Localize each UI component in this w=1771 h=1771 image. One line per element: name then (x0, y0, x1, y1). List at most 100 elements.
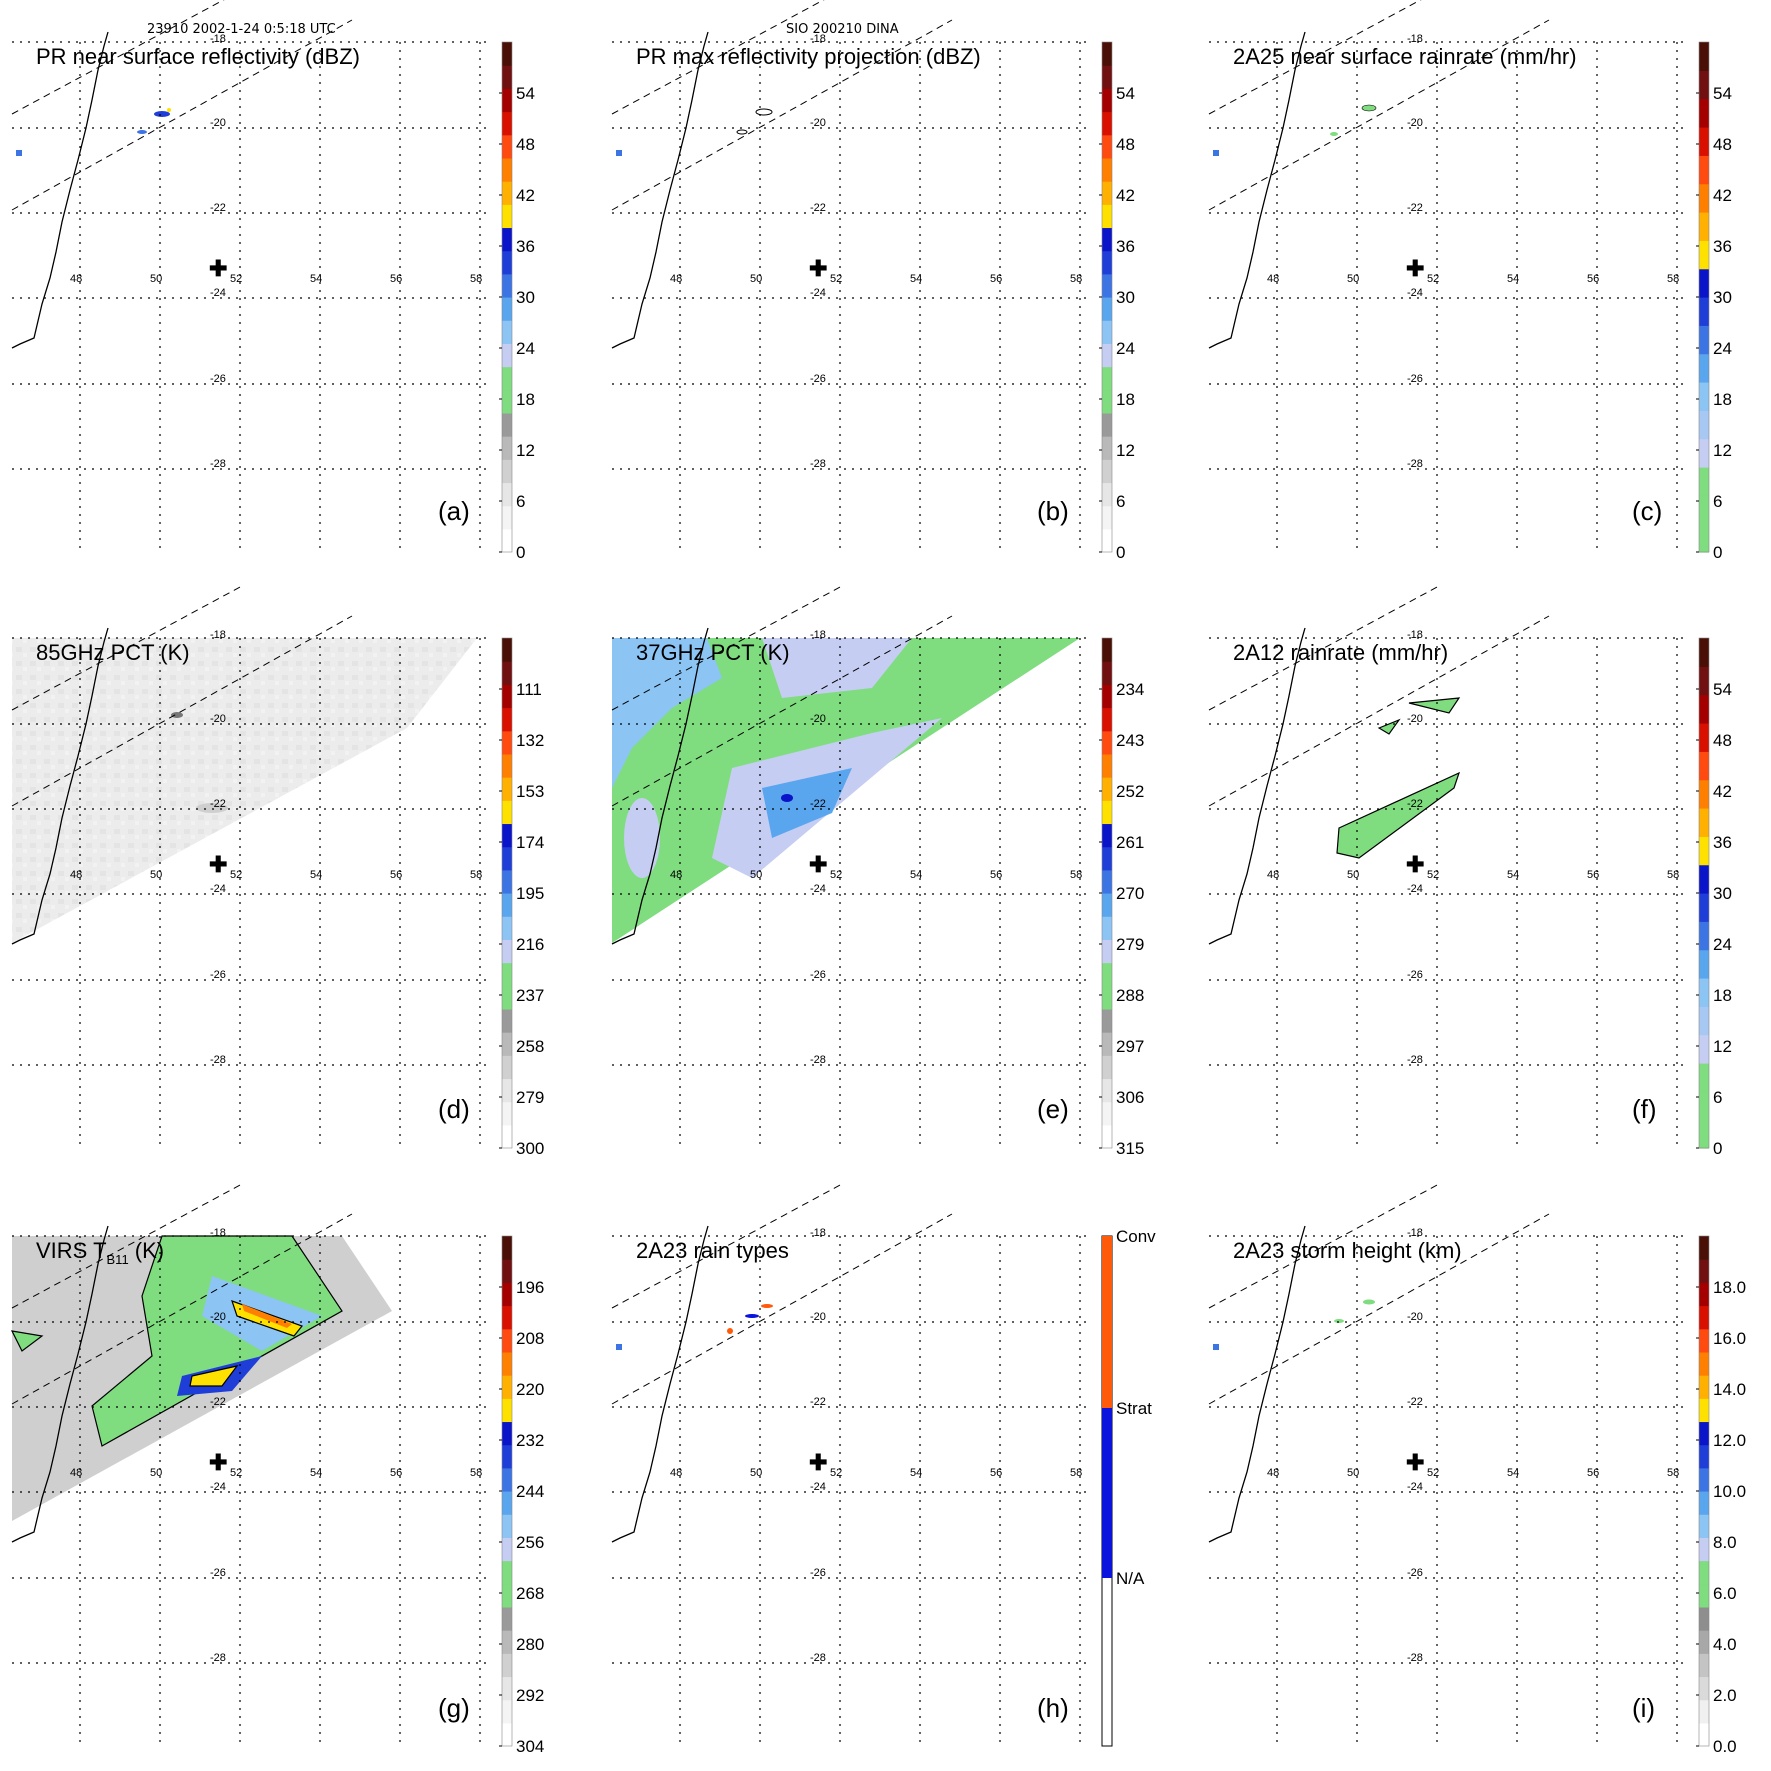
colorbar-segment (1699, 1236, 1709, 1260)
colorbar-tick-label: 18 (516, 390, 535, 409)
lon-tick-label: 48 (670, 273, 682, 285)
colorbar-segment (502, 297, 512, 321)
colorbar-segment (502, 846, 512, 871)
panel-title: 2A12 rainrate (mm/hr) (1233, 640, 1448, 665)
coastline (1208, 1225, 1306, 1543)
colorbar-tick-label: Conv (1116, 1227, 1156, 1246)
lat-tick-label: -18 (810, 1227, 826, 1239)
colorbar-segment (1102, 157, 1112, 182)
colorbar-tick-label: 18 (1713, 390, 1732, 409)
colorbar-segment (1699, 1630, 1709, 1654)
swath-edge-north (1208, 1183, 1440, 1309)
colorbar-tick-label: 42 (1713, 782, 1732, 801)
colorbar-segment (502, 1032, 512, 1056)
colorbar-segment (1102, 1101, 1112, 1126)
colorbar-segment (1699, 1375, 1709, 1399)
lon-tick-label: 52 (830, 1467, 842, 1479)
colorbar: 315 306 297 288 279 270 261 252 243 234 (1099, 637, 1144, 1158)
lon-tick-label: 54 (310, 869, 322, 881)
lon-tick-label: 52 (230, 1467, 242, 1479)
lon-tick-label: 48 (70, 273, 82, 285)
lat-tick-label: -18 (210, 1227, 226, 1239)
swath-edge-north (611, 1183, 843, 1309)
colorbar-tick-label: 0 (1116, 543, 1125, 562)
lon-tick-label: 48 (70, 869, 82, 881)
colorbar-tick-label: 195 (516, 884, 544, 903)
lon-tick-label: 54 (310, 273, 322, 285)
colorbar-segment (1699, 183, 1709, 213)
colorbar-tick-label: 6 (516, 492, 525, 511)
storm-center-marker: ✚ (1406, 256, 1424, 281)
lon-tick-label: 50 (750, 273, 762, 285)
coastline (611, 627, 709, 945)
swath-edge-north (611, 585, 843, 711)
colorbar-tick-label: 258 (516, 1037, 544, 1056)
colorbar-segment (502, 1124, 512, 1149)
lat-tick-label: -24 (810, 287, 826, 299)
colorbar-tick-label: 232 (516, 1431, 544, 1450)
lat-tick-label: -28 (810, 1652, 826, 1664)
colorbar-segment (1102, 1032, 1112, 1056)
rain-area (1336, 771, 1461, 859)
colorbar-tick-label: 24 (1116, 339, 1135, 358)
colorbar-tick-label: 0 (1713, 543, 1722, 562)
colorbar-segment (502, 1630, 512, 1654)
colorbar-segment (502, 1676, 512, 1701)
colorbar-segment (1699, 523, 1709, 553)
cold-core (781, 794, 793, 802)
colorbar-segment (1699, 1034, 1709, 1064)
colorbar-segment (502, 1699, 512, 1724)
colorbar-segment (1102, 939, 1112, 964)
colorbar-segment (502, 134, 512, 159)
lat-tick-label: -26 (1407, 969, 1423, 981)
colorbar-segment (1699, 127, 1709, 156)
colorbar-tick-label: 12 (1116, 441, 1135, 460)
lat-tick-label: -22 (210, 798, 226, 810)
colorbar-tick-label: 12 (1713, 1037, 1732, 1056)
colorbar-tick-label: 16.0 (1713, 1329, 1746, 1348)
colorbar-tick-label: 48 (516, 135, 535, 154)
lat-tick-label: -26 (1407, 1567, 1423, 1579)
coastline (611, 31, 709, 349)
colorbar-segment (1699, 155, 1709, 185)
colorbar-segment (1699, 666, 1709, 696)
lat-tick-label: -20 (810, 117, 826, 129)
lat-tick-label: -22 (810, 202, 826, 214)
colorbar-tick-label: 30 (1116, 288, 1135, 307)
lon-tick-label: 52 (1427, 273, 1439, 285)
panel-title: PR max reflectivity projection (dBZ) (636, 44, 981, 69)
colorbar-segment (1102, 65, 1112, 89)
colorbar-segment (1699, 1063, 1709, 1092)
rain-area (1377, 718, 1401, 735)
colorbar-segment (1699, 1583, 1709, 1608)
height-cell (1363, 1299, 1375, 1305)
colorbar-segment (1102, 482, 1112, 507)
echo (1213, 150, 1219, 156)
colorbar-segment (502, 1491, 512, 1515)
colorbar-segment (1699, 297, 1709, 326)
colorbar-segment (1699, 1398, 1709, 1423)
lat-tick-label: -18 (810, 33, 826, 45)
colorbar: 0.0 2.0 4.0 6.0 8.0 10.0 12.0 14.0 16.0 18.0 (1696, 1235, 1746, 1756)
colorbar-segment (502, 1305, 512, 1330)
lat-tick-label: -28 (810, 458, 826, 470)
lon-tick-label: 56 (1587, 1467, 1599, 1479)
colorbar-segment (1699, 638, 1709, 667)
colorbar-tick-label: 0 (1713, 1139, 1722, 1158)
lat-tick-label: -22 (1407, 1396, 1423, 1408)
colorbar-segment (502, 1375, 512, 1399)
colorbar-segment (1102, 412, 1112, 437)
panel-d: 48 50 52 54 56 58 -18 -20 -22 -24 -26 -28 ✚ 85GHz PCT… (11, 585, 492, 1148)
cold-top (189, 1365, 239, 1387)
colorbar-segment (1699, 1421, 1709, 1446)
colorbar-tick-label: 0.0 (1713, 1737, 1737, 1756)
colorbar-segment (502, 684, 512, 709)
lat-tick-label: -22 (1407, 202, 1423, 214)
colorbar-segment (1699, 1091, 1709, 1121)
coastline (1208, 627, 1306, 945)
colorbar-segment (1699, 1722, 1709, 1747)
panel-label: (c) (1632, 496, 1662, 526)
colorbar-tick-label: 6 (1713, 1088, 1722, 1107)
colorbar-segment (1102, 528, 1112, 553)
lon-tick-label: 54 (910, 869, 922, 881)
